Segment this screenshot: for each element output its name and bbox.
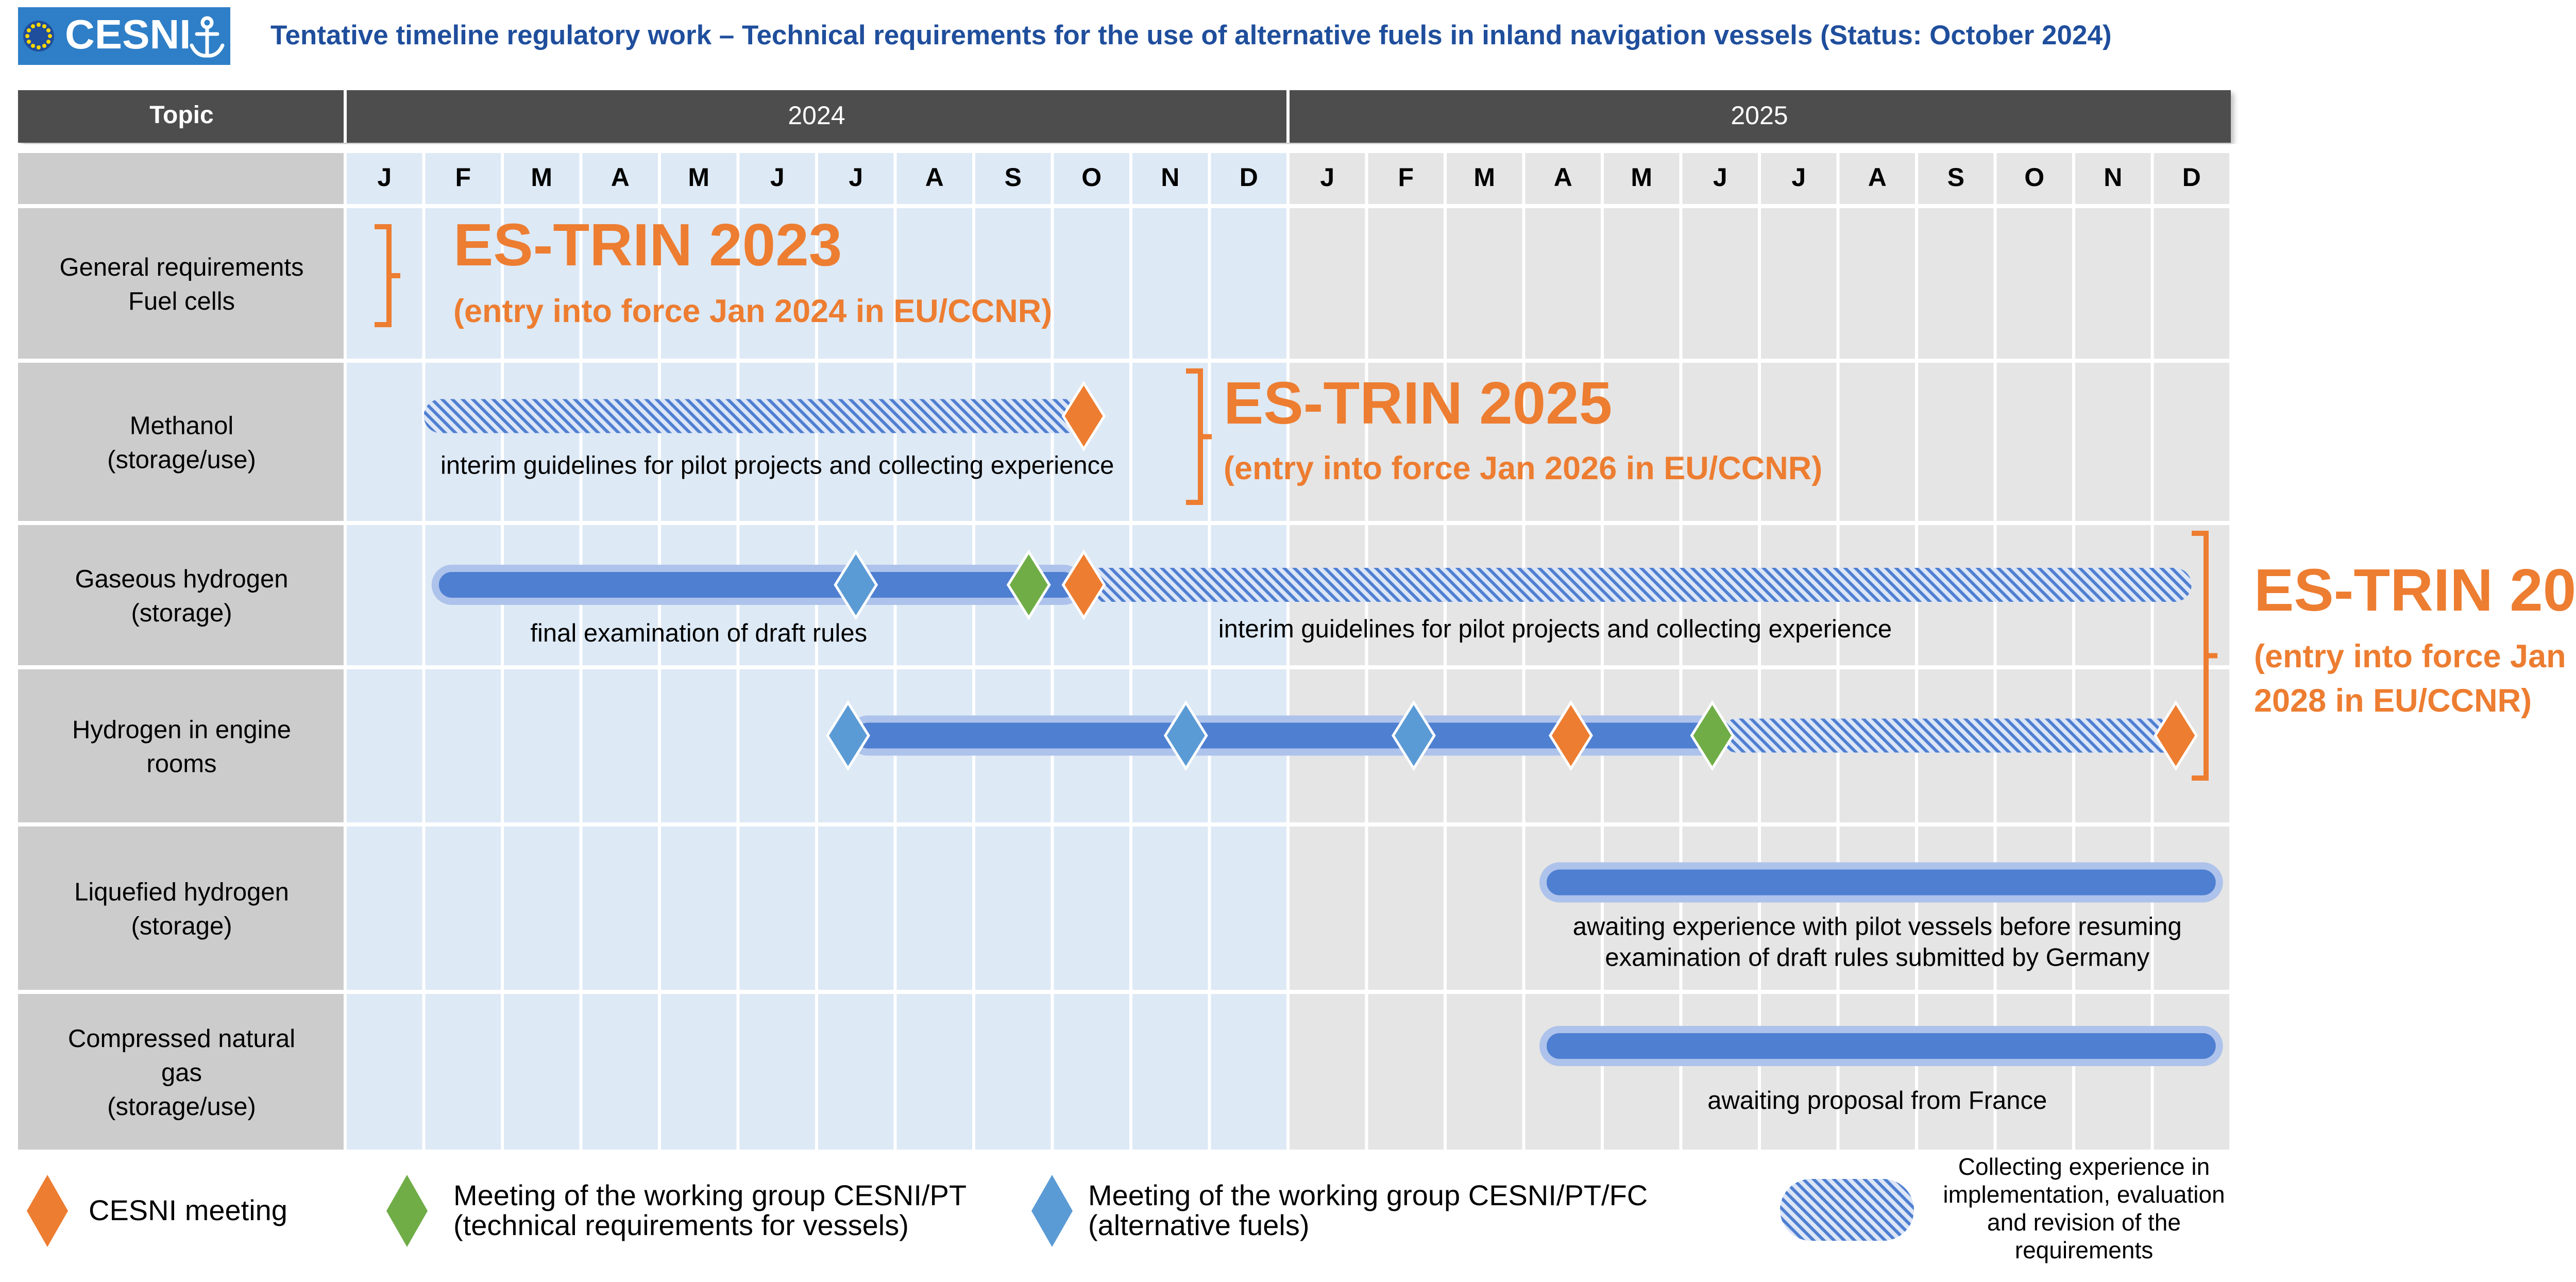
legend-label: (technical requirements for vessels)	[453, 1209, 909, 1241]
month-label: J	[377, 163, 392, 192]
row-label-general: General requirements	[60, 254, 304, 281]
callout-subtitle: (entry into force Jan 2026 in EU/CCNR)	[1224, 450, 1822, 486]
month-label: M	[1631, 163, 1652, 192]
month-label: J	[849, 163, 863, 192]
cesni-meeting-diamond	[1061, 549, 1106, 620]
experience-bar	[423, 399, 1084, 433]
legend-cesni-meeting-diamond	[27, 1175, 68, 1247]
eu-stars-icon	[23, 21, 54, 52]
legend-label: CESNI meeting	[89, 1194, 287, 1226]
bar-label: examination of draft rules submitted by …	[1605, 944, 2149, 972]
callout-subtitle: (entry into force Jan 2024 in EU/CCNR)	[453, 293, 1052, 329]
bar-label: awaiting experience with pilot vessels b…	[1573, 913, 2182, 941]
month-label: J	[1713, 163, 1727, 192]
bar-label: interim guidelines for pilot projects an…	[440, 452, 1114, 480]
progress-bar	[1547, 869, 2216, 896]
month-label: S	[1947, 163, 1964, 192]
legend-label: requirements	[2015, 1237, 2153, 1263]
callout-subtitle: (entry into force Jan	[2254, 638, 2566, 674]
month-label: O	[2024, 163, 2044, 192]
row-label-cng: gas	[161, 1059, 202, 1087]
row-label-cng: (storage/use)	[107, 1093, 256, 1121]
callout-title: ES-TRIN 2023	[453, 211, 842, 278]
legend-pt-meeting-diamond	[386, 1175, 428, 1247]
cesni-meeting-diamond	[1061, 380, 1106, 452]
month-label: F	[1398, 163, 1414, 192]
experience-bar	[1083, 568, 2192, 602]
legend-ptfc-meeting-diamond	[1031, 1175, 1073, 1247]
bar-label: awaiting proposal from France	[1707, 1087, 2047, 1115]
month-label: A	[1868, 163, 1887, 192]
month-label: A	[1554, 163, 1572, 192]
month-label: J	[1791, 163, 1806, 192]
legend-label: Meeting of the working group CESNI/PT/FC	[1088, 1179, 1648, 1211]
bar-label: final examination of draft rules	[530, 619, 867, 647]
ptfc-meeting-diamond	[1392, 700, 1436, 771]
month-label: N	[2104, 163, 2122, 192]
bracket-es-trin-2027	[2192, 531, 2217, 781]
topic-column	[18, 151, 345, 1152]
cesni-meeting-diamond	[1549, 700, 1593, 771]
callout-subtitle: 2028 in EU/CCNR)	[2254, 683, 2532, 719]
row-label-gaseous-h2: Gaseous hydrogen	[75, 565, 288, 593]
row-label-liquefied-h2: (storage)	[131, 913, 232, 940]
year-label: 2025	[1731, 101, 1788, 130]
row-label-methanol: Methanol	[130, 412, 234, 440]
page-title: Tentative timeline regulatory work – Tec…	[270, 20, 2112, 50]
row-label-h2-engine: Hydrogen in engine	[72, 716, 291, 744]
month-label: M	[531, 163, 552, 192]
callout-title: ES-TRIN 2027	[2254, 556, 2576, 623]
month-label: M	[688, 163, 709, 192]
legend-label: implementation, evaluation	[1943, 1181, 2225, 1208]
month-label: N	[1161, 163, 1179, 192]
month-label: D	[1240, 163, 1258, 192]
month-label: J	[1320, 163, 1334, 192]
year-label: 2024	[788, 101, 845, 130]
anchor-icon	[190, 16, 225, 58]
row-label-cng: Compressed natural	[68, 1025, 295, 1053]
cesni-logo: CESNI	[18, 7, 230, 65]
bar-label: interim guidelines for pilot projects an…	[1218, 615, 1892, 643]
month-label: A	[925, 163, 944, 192]
month-label: F	[455, 163, 471, 192]
ptfc-meeting-diamond	[834, 549, 878, 620]
legend-label: (alternative fuels)	[1088, 1209, 1310, 1241]
row-label-h2-engine: rooms	[146, 750, 216, 778]
row-label-gaseous-h2: (storage)	[131, 599, 232, 627]
bracket-es-trin-2023	[375, 224, 400, 327]
row-label-methanol: (storage/use)	[107, 446, 256, 474]
month-label: O	[1081, 163, 1101, 192]
legend-hatched-swatch	[1780, 1179, 1914, 1241]
legend-label: Collecting experience in	[1958, 1153, 2210, 1180]
row-label-liquefied-h2: Liquefied hydrogen	[74, 879, 289, 906]
month-label: S	[1005, 163, 1022, 192]
progress-bar	[855, 722, 1713, 749]
pt-meeting-diamond	[1006, 549, 1051, 620]
year-header-bar	[18, 90, 2231, 143]
pt-meeting-diamond	[1690, 700, 1735, 771]
experience-bar	[1720, 718, 2192, 753]
topic-header: Topic	[149, 102, 213, 129]
legend-label: and revision of the	[1987, 1209, 2181, 1236]
row-label-general: Fuel cells	[128, 288, 235, 315]
callout-title: ES-TRIN 2025	[1224, 369, 1612, 436]
month-label: A	[611, 163, 630, 192]
cesni-meeting-diamond	[2154, 700, 2198, 771]
bracket-es-trin-2025	[1186, 368, 1212, 505]
legend-label: Meeting of the working group CESNI/PT	[453, 1179, 967, 1211]
month-label: M	[1473, 163, 1495, 192]
logo-text: CESNI	[65, 11, 191, 57]
progress-bar	[438, 572, 1077, 598]
month-label: J	[770, 163, 785, 192]
ptfc-meeting-diamond	[826, 700, 870, 771]
month-label: D	[2182, 163, 2201, 192]
ptfc-meeting-diamond	[1163, 700, 1208, 771]
progress-bar	[1547, 1033, 2216, 1059]
